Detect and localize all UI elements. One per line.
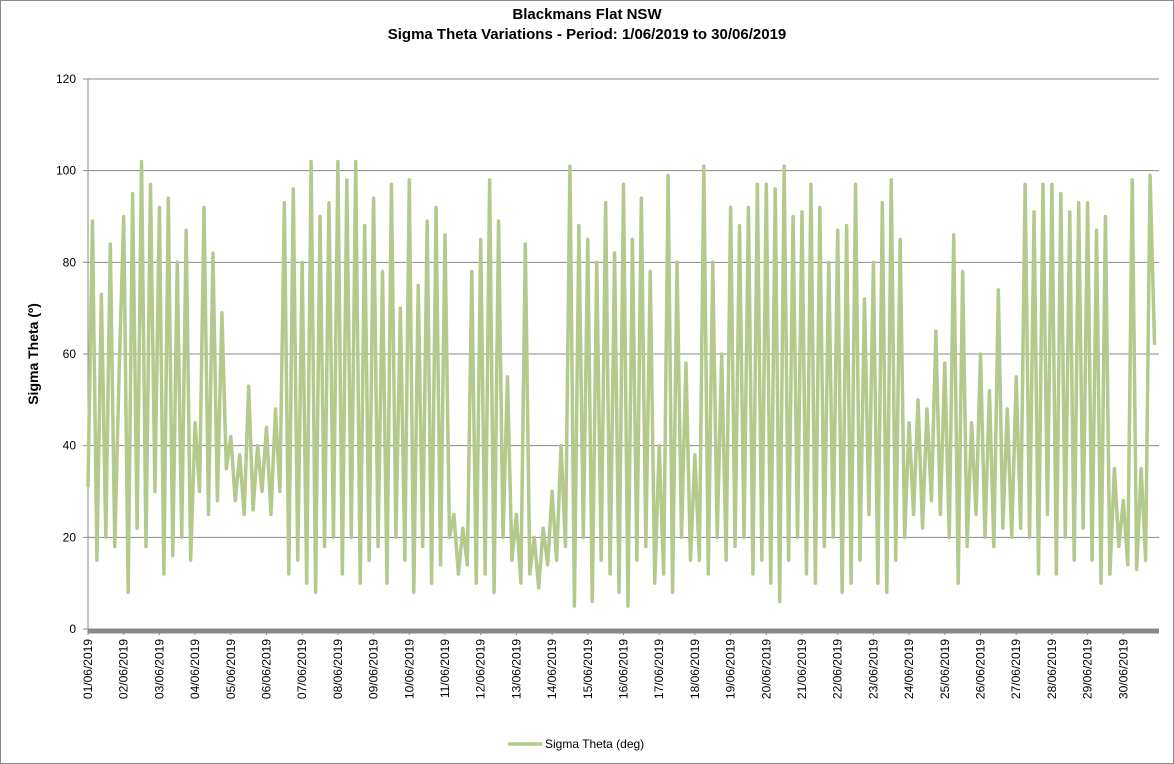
x-tick-label: 16/06/2019 [617,639,631,699]
x-tick-label: 12/06/2019 [474,639,488,699]
x-tick-label: 04/06/2019 [188,639,202,699]
x-tick-label: 24/06/2019 [902,639,916,699]
x-tick-label: 11/06/2019 [438,639,452,698]
y-tick-label: 120 [56,72,76,86]
x-tick-label: 15/06/2019 [581,639,595,699]
x-tick-label: 23/06/2019 [866,639,880,699]
x-tick-label: 10/06/2019 [402,639,416,699]
x-tick-label: 09/06/2019 [367,639,381,699]
data-line [86,159,1157,608]
y-tick-label: 40 [63,439,77,453]
x-tick-label: 19/06/2019 [724,639,738,699]
y-tick-label: 0 [69,622,76,636]
x-tick-label: 03/06/2019 [152,639,166,699]
x-tick-label: 01/06/2019 [81,639,95,699]
x-tick-label: 21/06/2019 [795,639,809,699]
x-tick-label: 26/06/2019 [974,639,988,699]
x-tick-label: 30/06/2019 [1116,639,1130,699]
x-tick-label: 08/06/2019 [331,639,345,699]
chart-subtitle: Sigma Theta Variations - Period: 1/06/20… [388,26,787,43]
y-tick-label: 60 [63,347,77,361]
x-tick-label: 07/06/2019 [295,639,309,699]
x-tick-label: 06/06/2019 [260,639,274,699]
x-tick-label: 25/06/2019 [938,639,952,699]
x-tick-label: 28/06/2019 [1045,639,1059,699]
y-tick-label: 80 [63,255,77,269]
y-tick-label: 20 [63,530,77,544]
y-tick-label: 100 [56,164,76,178]
x-tick-label: 27/06/2019 [1009,639,1023,699]
x-tick-label: 22/06/2019 [831,639,845,699]
x-tick-label: 29/06/2019 [1081,639,1095,699]
x-tick-label: 14/06/2019 [545,639,559,699]
y-axis-label: Sigma Theta (º) [25,303,41,405]
x-tick-label: 02/06/2019 [117,639,131,699]
chart-title: Blackmans Flat NSW [512,6,662,23]
x-tick-label: 05/06/2019 [224,639,238,699]
x-tick-label: 17/06/2019 [652,639,666,699]
legend-label: Sigma Theta (deg) [545,737,644,751]
x-tick-label: 20/06/2019 [759,639,773,699]
x-tick-label: 13/06/2019 [509,639,523,699]
x-tick-label: 18/06/2019 [688,639,702,699]
